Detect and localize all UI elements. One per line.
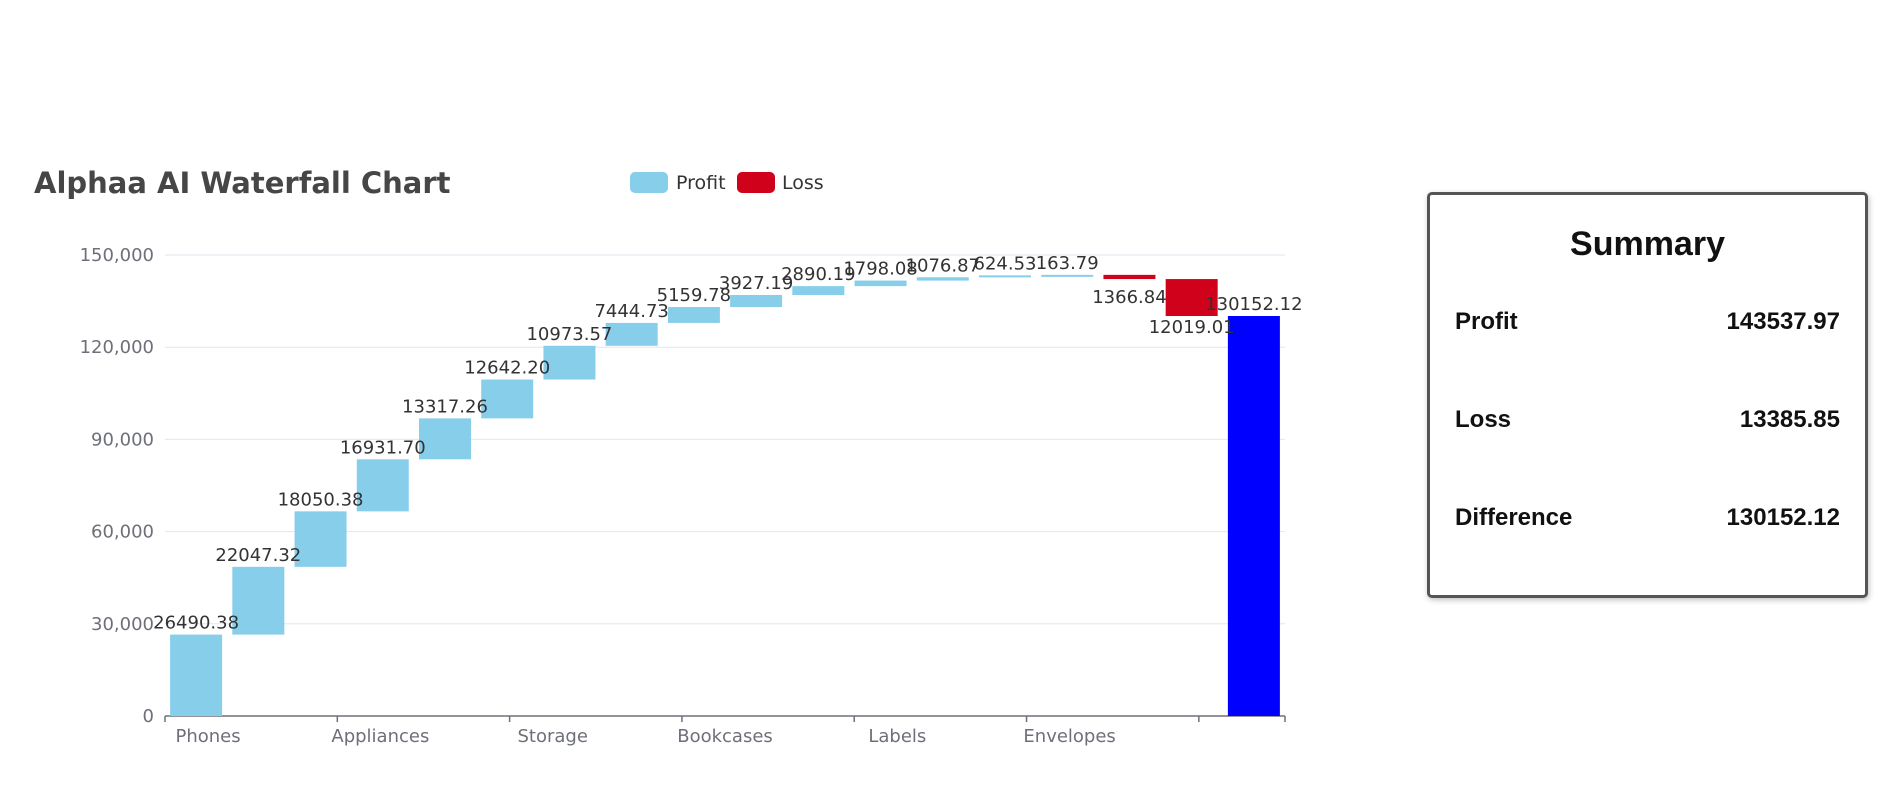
legend-label-loss[interactable]: Loss [782,172,824,194]
chart-legend: Profit Loss [630,172,824,194]
total-bar[interactable] [1227,315,1280,716]
legend-swatch-profit[interactable] [630,172,668,193]
data-label: 7444.73 [594,301,668,322]
data-label: 26490.38 [153,613,239,634]
loss-bar[interactable] [1103,274,1156,280]
x-tick-label: Storage [517,726,587,747]
profit-bar[interactable] [854,280,907,287]
data-label: 22047.32 [215,545,301,566]
profit-bar[interactable] [667,307,720,323]
data-label: 10973.57 [526,324,612,345]
y-axis: 0 30,000 60,000 90,000 120,000 150,000 [80,245,154,727]
data-label: 1798.08 [843,259,917,280]
chart-title: Alphaa AI Waterfall Chart [34,166,451,200]
data-label: 1366.84 [1092,287,1166,308]
x-tick-label: Appliances [331,726,429,747]
x-tick-label: Phones [176,726,241,747]
y-tick-label: 60,000 [91,522,154,543]
difference-value: 130152.12 [1726,504,1840,531]
y-tick-label: 90,000 [91,429,154,450]
profit-bar[interactable] [543,345,596,380]
data-label: 1076.87 [906,255,980,276]
profit-bar[interactable] [792,286,845,296]
x-tick-label: Envelopes [1023,726,1115,747]
loss-label: Loss [1455,406,1512,433]
profit-bar[interactable] [356,459,409,512]
summary-row-loss: Loss 13385.85 [1455,406,1840,436]
summary-row-profit: Profit 143537.97 [1455,308,1840,338]
data-label: 2890.19 [781,264,855,285]
legend-swatch-loss[interactable] [737,172,775,193]
x-tick-label: Bookcases [677,726,773,747]
data-labels: 26490.38 22047.32 18050.38 16931.70 13317.26… [153,253,1302,634]
difference-label: Difference [1455,504,1573,531]
y-tick-label: 120,000 [80,337,154,358]
data-label: 5159.78 [657,285,731,306]
profit-bar[interactable] [605,322,658,346]
profit-value: 143537.97 [1726,308,1840,335]
data-label: 12019.01 [1149,317,1235,338]
profit-bar[interactable] [232,566,285,635]
loss-bar[interactable] [1165,279,1218,316]
profit-bar[interactable] [481,379,534,419]
profit-bar[interactable] [419,418,471,460]
data-label: 13317.26 [402,396,488,417]
data-label: 163.79 [1036,253,1099,274]
loss-value: 13385.85 [1739,406,1840,433]
profit-bar[interactable] [730,295,783,308]
data-label: 12642.20 [464,358,550,379]
profit-bar[interactable] [294,511,347,567]
y-tick-label: 150,000 [80,245,154,266]
x-tick-label: Labels [868,726,926,747]
grid-lines [165,254,1285,625]
x-axis: Phones Appliances Storage Bookcases Labels En… [164,715,1286,747]
data-label: 624.53 [974,253,1037,274]
data-label: 3927.19 [719,273,793,294]
bars [170,274,1280,716]
summary-panel: Summary Profit 143537.97 Loss 13385.85 D… [1427,192,1868,598]
legend-label-profit[interactable]: Profit [676,172,726,194]
y-tick-label: 30,000 [91,614,154,635]
data-label: 18050.38 [278,489,364,510]
y-tick-label: 0 [143,706,154,727]
data-label: 130152.12 [1205,294,1302,315]
profit-bar[interactable] [1041,274,1094,277]
profit-bar[interactable] [916,277,969,281]
profit-bar[interactable] [979,275,1031,278]
summary-title: Summary [1570,225,1725,263]
summary-row-difference: Difference 130152.12 [1455,504,1840,534]
data-label: 16931.70 [340,437,426,458]
profit-label: Profit [1455,308,1518,335]
profit-bar[interactable] [170,634,223,716]
